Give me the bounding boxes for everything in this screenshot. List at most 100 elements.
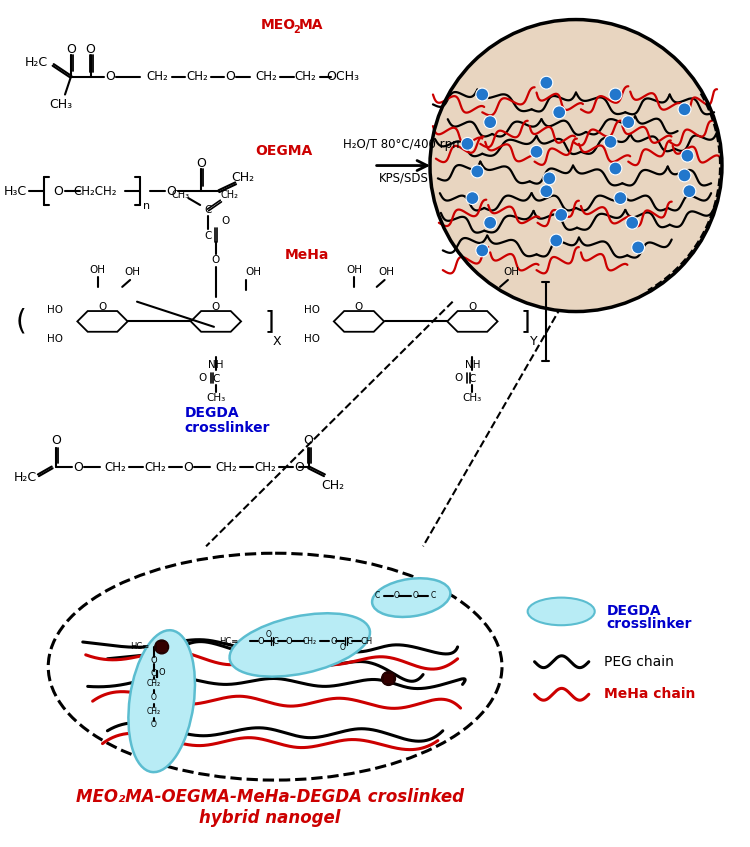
Circle shape xyxy=(550,234,562,247)
Text: MEO: MEO xyxy=(260,19,296,32)
Text: C: C xyxy=(204,230,212,241)
Ellipse shape xyxy=(372,579,451,617)
Circle shape xyxy=(466,191,478,204)
Text: O: O xyxy=(258,636,265,645)
Text: CH: CH xyxy=(361,636,373,645)
Circle shape xyxy=(484,116,496,129)
Text: O: O xyxy=(166,185,176,197)
Text: CH₂: CH₂ xyxy=(147,706,160,716)
Text: O: O xyxy=(225,70,235,83)
Text: C: C xyxy=(469,374,476,384)
Text: OEGMA: OEGMA xyxy=(256,144,313,158)
Text: OH: OH xyxy=(245,267,262,277)
Text: DEGDA: DEGDA xyxy=(184,407,239,420)
Circle shape xyxy=(553,106,566,119)
Text: H₂C: H₂C xyxy=(13,471,37,484)
Text: O: O xyxy=(294,461,304,474)
Text: 2: 2 xyxy=(292,25,299,36)
Circle shape xyxy=(484,216,496,230)
Text: C: C xyxy=(204,205,212,215)
Text: O: O xyxy=(53,185,63,197)
Circle shape xyxy=(609,162,622,175)
Circle shape xyxy=(540,76,553,89)
Text: C: C xyxy=(212,374,220,384)
Text: C: C xyxy=(272,636,278,645)
Text: CH₂: CH₂ xyxy=(255,70,277,83)
Text: O: O xyxy=(355,302,363,312)
Text: C: C xyxy=(430,591,436,601)
Circle shape xyxy=(555,208,568,221)
Bar xyxy=(384,673,394,684)
Text: MeHa: MeHa xyxy=(285,248,329,263)
Text: CH₂: CH₂ xyxy=(104,461,126,474)
Text: O: O xyxy=(98,302,106,312)
Text: CH₂: CH₂ xyxy=(147,679,160,688)
Text: O: O xyxy=(339,644,345,652)
Text: HO: HO xyxy=(47,305,63,314)
Text: O: O xyxy=(73,461,82,474)
Circle shape xyxy=(604,136,617,148)
Text: MEO₂MA-OEGMA-MeHa-DEGDA croslinked: MEO₂MA-OEGMA-MeHa-DEGDA croslinked xyxy=(76,788,464,805)
Text: OH: OH xyxy=(124,267,140,277)
Text: CH₃: CH₃ xyxy=(171,190,190,200)
Circle shape xyxy=(530,146,543,158)
Text: O: O xyxy=(304,435,313,447)
Text: hybrid nanogel: hybrid nanogel xyxy=(200,809,341,827)
Text: CH₃: CH₃ xyxy=(50,98,73,111)
Text: O: O xyxy=(151,656,157,665)
Text: CH₂: CH₂ xyxy=(220,190,238,200)
Text: NH: NH xyxy=(465,360,480,370)
Text: OH: OH xyxy=(346,265,362,275)
Circle shape xyxy=(609,88,622,101)
Text: O: O xyxy=(151,720,157,729)
Circle shape xyxy=(614,191,627,204)
Text: CH₂: CH₂ xyxy=(147,70,169,83)
Ellipse shape xyxy=(48,553,502,780)
Text: CH₂: CH₂ xyxy=(295,70,316,83)
Text: PEG chain: PEG chain xyxy=(604,655,674,669)
Text: O: O xyxy=(66,42,76,56)
Text: C: C xyxy=(375,591,380,601)
Circle shape xyxy=(461,137,474,150)
Text: O: O xyxy=(198,373,206,383)
Circle shape xyxy=(540,185,553,197)
Text: DEGDA: DEGDA xyxy=(607,604,662,617)
Text: CH₃: CH₃ xyxy=(463,393,482,403)
Circle shape xyxy=(678,169,691,182)
Text: (: ( xyxy=(15,307,26,335)
Text: NH: NH xyxy=(209,360,224,370)
Text: O: O xyxy=(394,591,400,601)
Text: O: O xyxy=(211,255,220,265)
Text: n: n xyxy=(143,201,151,211)
Text: O: O xyxy=(86,42,95,56)
Text: CH₂: CH₂ xyxy=(144,461,166,474)
Circle shape xyxy=(543,172,556,185)
Circle shape xyxy=(430,19,722,312)
Text: O: O xyxy=(286,636,292,645)
Circle shape xyxy=(382,672,395,685)
Text: crosslinker: crosslinker xyxy=(184,421,270,435)
Text: MeHa chain: MeHa chain xyxy=(604,687,695,701)
Text: O: O xyxy=(183,461,194,474)
Text: HO: HO xyxy=(47,335,63,344)
Text: O: O xyxy=(151,693,157,701)
Text: CH₂: CH₂ xyxy=(215,461,237,474)
Text: KPS/SDS: KPS/SDS xyxy=(379,171,428,185)
Text: crosslinker: crosslinker xyxy=(607,617,692,631)
Text: CH₃: CH₃ xyxy=(206,393,226,403)
Ellipse shape xyxy=(528,598,595,625)
Text: HC≡: HC≡ xyxy=(219,636,239,645)
Text: H₂C: H₂C xyxy=(25,57,48,69)
Text: O: O xyxy=(158,668,165,677)
Circle shape xyxy=(681,149,694,162)
Text: H₂O/T 80°C/400 rpm: H₂O/T 80°C/400 rpm xyxy=(343,138,464,151)
Bar xyxy=(157,642,166,652)
Text: OH: OH xyxy=(379,267,394,277)
Circle shape xyxy=(154,640,169,654)
Text: H₃C: H₃C xyxy=(4,185,26,197)
Text: OCH₃: OCH₃ xyxy=(327,70,360,83)
Text: CH₂: CH₂ xyxy=(231,171,254,184)
Text: CH₂: CH₂ xyxy=(186,70,208,83)
Text: HO: HO xyxy=(304,305,320,314)
Circle shape xyxy=(632,241,644,254)
